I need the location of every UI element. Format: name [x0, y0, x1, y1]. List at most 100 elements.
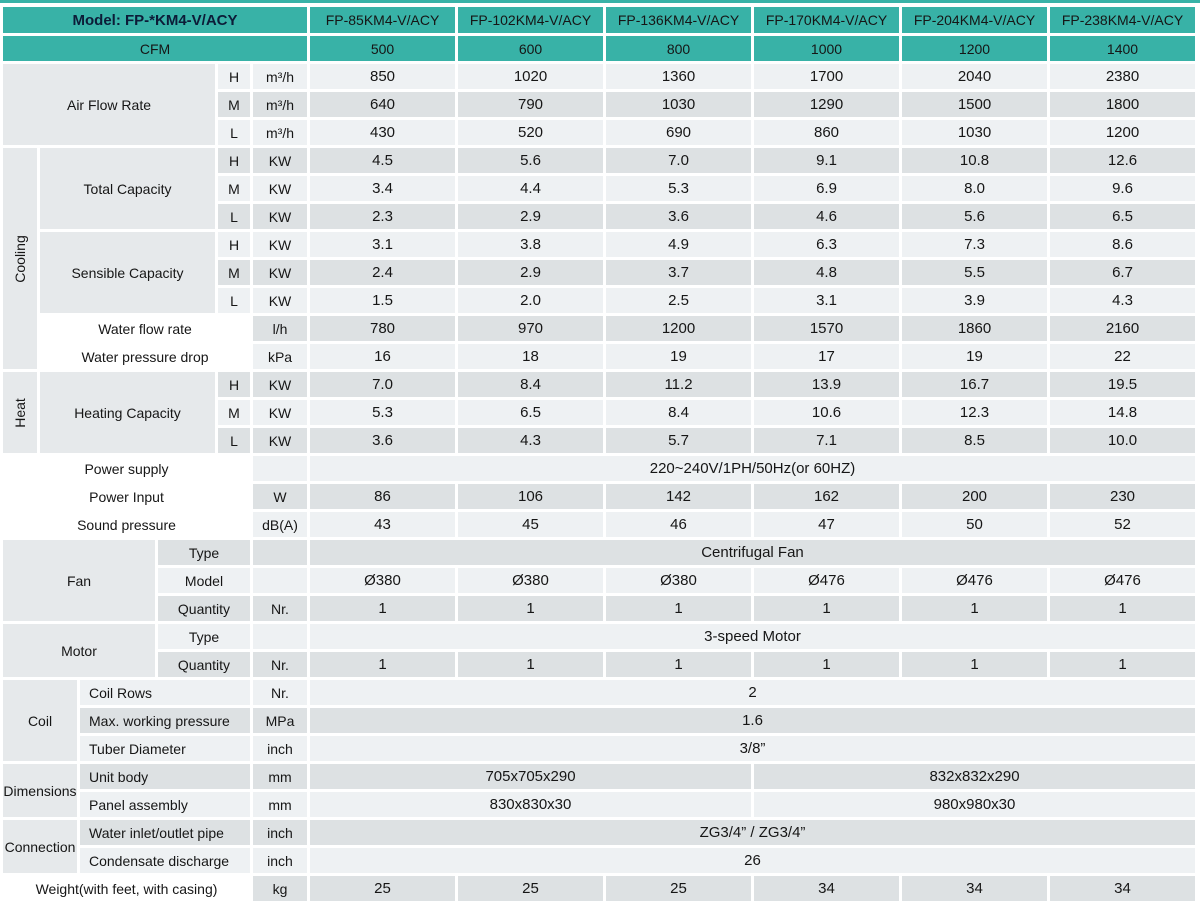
- value-cell: 4.4: [458, 176, 603, 201]
- row-label: Power Input: [89, 488, 164, 505]
- value-cell: Ø476: [902, 568, 1047, 593]
- value-cell: 1: [606, 652, 751, 677]
- value-cell: 4.3: [1050, 288, 1195, 313]
- unit-cell: KW: [253, 288, 307, 313]
- column-header: FP-85KM4-V/ACY: [310, 7, 455, 33]
- value-cell: 1: [754, 596, 899, 621]
- value-cell: 7.0: [606, 148, 751, 173]
- row-label: Power supply: [84, 460, 169, 477]
- value-cell: 1: [458, 652, 603, 677]
- unit-cell: m³/h: [253, 120, 307, 145]
- value-cell: 5.5: [902, 260, 1047, 285]
- value-cell: 220~240V/1PH/50Hz(or 60HZ): [310, 456, 1195, 481]
- header-row: Model: FP-*KM4-V/ACY FP-85KM4-V/ACY FP-102…: [3, 7, 1195, 33]
- value-cell: 705x705x290: [310, 764, 751, 789]
- value-cell: 17: [754, 344, 899, 369]
- value-cell: 3.7: [606, 260, 751, 285]
- value-cell: 1: [902, 652, 1047, 677]
- spec-table: Model: FP-*KM4-V/ACY FP-85KM4-V/ACY FP-102…: [0, 4, 1198, 904]
- value-cell: 1: [1050, 596, 1195, 621]
- value-cell: 47: [754, 512, 899, 537]
- value-cell: 1860: [902, 316, 1047, 341]
- column-header: FP-136KM4-V/ACY: [606, 7, 751, 33]
- column-header: FP-204KM4-V/ACY: [902, 7, 1047, 33]
- table-row: Tuber Diameter inch 3/8”: [3, 736, 1195, 761]
- unit-cell: MPa: [253, 708, 307, 733]
- value-cell: 106: [458, 484, 603, 509]
- value-cell: 430: [310, 120, 455, 145]
- value-cell: Ø380: [458, 568, 603, 593]
- row-label: Max. working pressure: [80, 708, 250, 733]
- value-cell: 5.6: [458, 148, 603, 173]
- speed-label: H: [218, 372, 250, 397]
- unit-cell: Nr.: [253, 680, 307, 705]
- cfm-value: 1200: [902, 36, 1047, 61]
- unit-cell: inch: [253, 736, 307, 761]
- value-cell: 2.0: [458, 288, 603, 313]
- value-cell: 970: [458, 316, 603, 341]
- cfm-value: 600: [458, 36, 603, 61]
- speed-label: M: [218, 260, 250, 285]
- value-cell: 2.9: [458, 204, 603, 229]
- unit-cell: kPa: [253, 344, 307, 369]
- row-label: Model: [158, 568, 250, 593]
- column-header: FP-238KM4-V/ACY: [1050, 7, 1195, 33]
- table-row: Max. working pressure MPa 1.6: [3, 708, 1195, 733]
- value-cell: 7.0: [310, 372, 455, 397]
- unit-cell: m³/h: [253, 92, 307, 117]
- value-cell: 1200: [1050, 120, 1195, 145]
- cfm-value: 800: [606, 36, 751, 61]
- group-label: Heating Capacity: [40, 372, 215, 453]
- table-row: Panel assembly mm 830x830x30 980x980x30: [3, 792, 1195, 817]
- table-row: Sensible Capacity H KW 3.1 3.8 4.9 6.3 7.3 8.6: [3, 232, 1195, 313]
- value-cell: 3-speed Motor: [310, 624, 1195, 649]
- value-cell: 7.3: [902, 232, 1047, 257]
- value-cell: 640: [310, 92, 455, 117]
- table-top-border: [0, 0, 1200, 3]
- table-row: Quantity Nr. 1 1 1 1 1 1: [3, 652, 1195, 677]
- value-cell: 5.6: [902, 204, 1047, 229]
- unit-cell: KW: [253, 372, 307, 397]
- value-cell: 19: [902, 344, 1047, 369]
- value-cell: 52: [1050, 512, 1195, 537]
- value-cell: 9.6: [1050, 176, 1195, 201]
- value-cell: 22: [1050, 344, 1195, 369]
- value-cell: 2.9: [458, 260, 603, 285]
- value-cell: 3.6: [606, 204, 751, 229]
- value-cell: 2380: [1050, 64, 1195, 89]
- unit-cell: W: [253, 484, 307, 509]
- value-cell: 5.3: [310, 400, 455, 425]
- unit-cell: KW: [253, 176, 307, 201]
- group-label: Air Flow Rate: [3, 64, 215, 145]
- unit-cell: KW: [253, 232, 307, 257]
- unit-cell: [253, 568, 307, 593]
- value-cell: 10.6: [754, 400, 899, 425]
- value-cell: 200: [902, 484, 1047, 509]
- column-header: FP-102KM4-V/ACY: [458, 7, 603, 33]
- value-cell: 8.5: [902, 428, 1047, 453]
- value-cell: 8.4: [458, 372, 603, 397]
- value-cell: 832x832x290: [754, 764, 1195, 789]
- unit-cell: mm: [253, 792, 307, 817]
- value-cell: 1360: [606, 64, 751, 89]
- value-cell: 520: [458, 120, 603, 145]
- value-cell: 980x980x30: [754, 792, 1195, 817]
- table-row: L KW 3.6 4.3 5.7 7.1 8.5 10.0: [3, 428, 1195, 453]
- row-label: Coil Rows: [80, 680, 250, 705]
- unit-cell: m³/h: [253, 64, 307, 89]
- row-label: Quantity: [158, 596, 250, 621]
- value-cell: 3.6: [310, 428, 455, 453]
- value-cell: 780: [310, 316, 455, 341]
- table-row: M KW 2.4 2.9 3.7 4.8 5.5 6.7: [3, 260, 1195, 285]
- value-cell: 830x830x30: [310, 792, 751, 817]
- value-cell: 1.5: [310, 288, 455, 313]
- value-cell: 2.3: [310, 204, 455, 229]
- value-cell: 230: [1050, 484, 1195, 509]
- row-label: Water pressure drop: [81, 348, 209, 365]
- value-cell: 1570: [754, 316, 899, 341]
- value-cell: 3.9: [902, 288, 1047, 313]
- speed-label: M: [218, 176, 250, 201]
- value-cell: 6.5: [1050, 204, 1195, 229]
- value-cell: 3.1: [754, 288, 899, 313]
